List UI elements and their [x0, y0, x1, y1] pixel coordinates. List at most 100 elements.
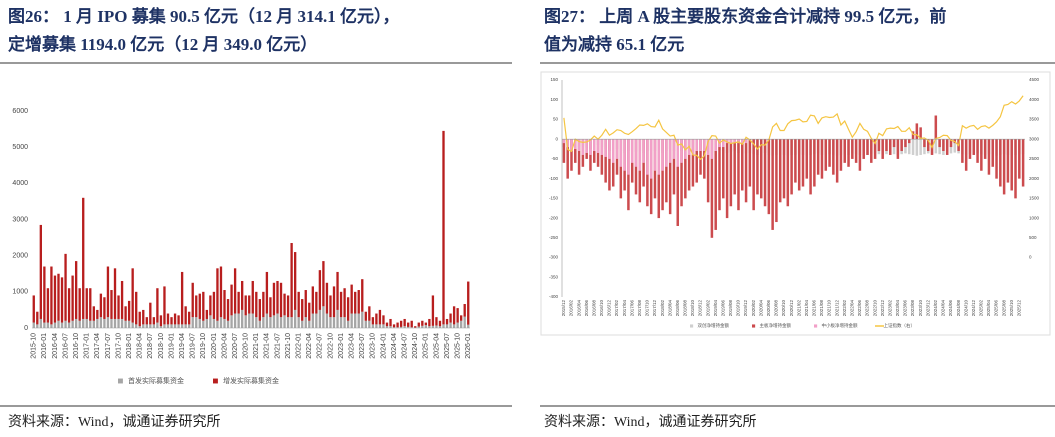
bar [378, 309, 382, 325]
bar [687, 139, 691, 191]
x-tick-label: 2018-10 [158, 333, 165, 359]
bar [89, 320, 92, 328]
bar [325, 313, 329, 328]
bar [223, 318, 226, 328]
bar [39, 224, 42, 319]
bar [237, 291, 240, 314]
bar [942, 139, 945, 152]
bar [166, 313, 170, 325]
bar [329, 317, 332, 328]
bar [272, 315, 276, 328]
bar [258, 299, 261, 321]
bar [907, 139, 911, 144]
bar [159, 315, 163, 327]
x-tick-label: 2020-10 [243, 333, 250, 359]
bar [258, 320, 261, 328]
bar [265, 271, 269, 314]
bar [604, 139, 607, 183]
x-tick-label: 2019/08 [728, 300, 733, 317]
bar [1018, 139, 1021, 179]
x-tick-label: 2025/12 [1016, 300, 1021, 317]
bar [911, 131, 915, 140]
bar [57, 273, 60, 321]
source: 资料来源：Wind，诚通证券研究所 [8, 414, 221, 430]
x-tick-label: 2017/06 [629, 300, 634, 317]
x-tick-label: 2015/12 [561, 300, 566, 317]
y2-tick-label: 2500 [1029, 156, 1040, 161]
y-tick-label: 2000 [12, 253, 28, 260]
bar [290, 317, 293, 328]
bar [286, 295, 290, 318]
legend-label: 中小板净增持金额 [822, 322, 858, 329]
bar [919, 127, 922, 140]
bar [110, 318, 113, 328]
x-tick-label: 2023/04 [895, 300, 900, 317]
bar [85, 288, 88, 319]
bar [50, 324, 53, 328]
bar [184, 324, 187, 328]
bar [445, 318, 449, 325]
bar [611, 139, 615, 163]
bar [392, 327, 396, 328]
bar [64, 253, 67, 321]
x-tick-label: 2015-10 [31, 333, 38, 359]
x-tick-label: 2023-07 [359, 333, 366, 359]
bar [407, 326, 410, 328]
x-tick-label: 2022/10 [872, 300, 877, 317]
bar [216, 320, 219, 328]
bar [230, 315, 233, 328]
x-tick-label: 2016/06 [584, 300, 589, 317]
bar [202, 291, 205, 321]
bar [460, 315, 463, 321]
bar [733, 139, 736, 144]
bar [835, 139, 839, 183]
bar [396, 322, 399, 328]
bar [756, 139, 759, 195]
y-tick-label: -100 [549, 176, 559, 181]
x-tick-label: 2022/08 [865, 300, 870, 317]
bar [131, 268, 134, 323]
bar [99, 293, 103, 318]
bar [642, 139, 645, 163]
bar [748, 139, 752, 187]
bar [283, 293, 286, 316]
x-tick-label: 2023/10 [918, 300, 923, 317]
bar [980, 139, 983, 171]
bar [332, 286, 336, 318]
bar [816, 139, 820, 175]
y2-tick-label: 4000 [1029, 97, 1040, 102]
bar [378, 324, 382, 328]
bar [67, 288, 71, 323]
bar [205, 309, 209, 319]
bar [824, 139, 828, 171]
bar [67, 322, 71, 328]
bar [113, 268, 117, 319]
x-tick-label: 2019-07 [190, 333, 197, 359]
legend-swatch [690, 324, 694, 328]
x-tick-label: 2020/12 [789, 300, 794, 317]
bar [881, 139, 884, 159]
bar [251, 280, 254, 314]
y-tick-label: 1000 [12, 289, 28, 296]
y-tick-label: -50 [551, 156, 558, 161]
bar [177, 324, 180, 328]
bar [672, 139, 676, 195]
bar [684, 139, 687, 199]
x-tick-label: 2017/12 [652, 300, 657, 317]
bar [600, 139, 604, 155]
bar [375, 324, 378, 328]
bar [216, 268, 219, 321]
y-tick-label: 150 [550, 77, 558, 82]
bar [744, 139, 748, 203]
bar [308, 302, 311, 321]
bar [127, 320, 131, 328]
x-tick-label: 2026-01 [465, 333, 472, 359]
bar [915, 139, 919, 156]
bar [233, 268, 237, 314]
bar [907, 139, 911, 155]
x-tick-label: 2025-07 [444, 333, 451, 359]
bar [995, 139, 998, 179]
x-tick-label: 2021/02 [796, 300, 801, 317]
y-tick-label: 0 [555, 136, 558, 141]
bar [452, 324, 456, 328]
